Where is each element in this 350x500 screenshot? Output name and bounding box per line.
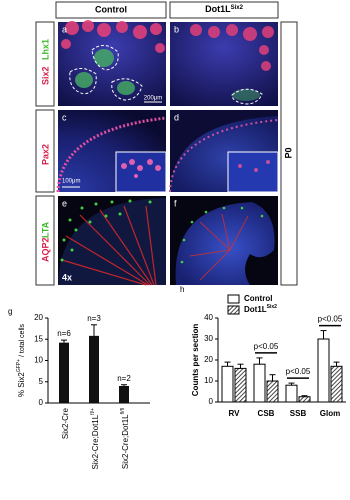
scale-bar-label: 100μm bbox=[62, 179, 80, 185]
bar bbox=[330, 365, 343, 403]
y-tick-label: 40 bbox=[204, 313, 213, 322]
magnification-label: 4x bbox=[62, 272, 72, 282]
text-part: Six2-Cre bbox=[61, 407, 70, 439]
column-title: Control bbox=[95, 4, 127, 14]
age-box bbox=[280, 21, 298, 286]
panel-letter: g bbox=[8, 307, 12, 316]
bar bbox=[234, 367, 247, 403]
scale-bar-label: 200μm bbox=[144, 96, 162, 102]
legend-label: Dot1LSix2 bbox=[244, 304, 277, 314]
micrograph-d bbox=[169, 110, 279, 193]
row-label: AQP2 bbox=[40, 237, 50, 262]
superscript: Six2 bbox=[267, 304, 278, 310]
legend-swatch bbox=[227, 294, 240, 304]
text-part: Six2-Cre;Dot1L bbox=[121, 414, 130, 469]
row-label: Pax2 bbox=[40, 144, 50, 165]
n-label: n=2 bbox=[117, 374, 131, 383]
y-tick-label: 20 bbox=[204, 355, 213, 364]
micrograph-c bbox=[56, 110, 167, 193]
panel-letter: b bbox=[174, 24, 179, 34]
y-tick-label: 0 bbox=[209, 397, 214, 406]
row-label: LTA bbox=[40, 221, 50, 238]
superscript: fl/+ bbox=[90, 408, 96, 415]
bar bbox=[119, 386, 129, 403]
row-label-box bbox=[35, 195, 55, 286]
superscript: fl/fl bbox=[120, 408, 126, 414]
x-tick-label: Six2-Cre bbox=[61, 407, 70, 439]
row-label: Six2 bbox=[40, 66, 50, 85]
y-axis-label: Counts per section bbox=[191, 324, 200, 397]
column-title: Dot1LSix2 bbox=[205, 4, 244, 14]
text-part: / total cells bbox=[19, 323, 26, 359]
column-box bbox=[169, 1, 279, 19]
y-tick-label: 10 bbox=[204, 376, 213, 385]
y-tick-label: 0 bbox=[39, 398, 44, 407]
y-tick-label: 20 bbox=[34, 313, 43, 322]
bar bbox=[221, 365, 234, 403]
panel-letter: e bbox=[62, 198, 67, 208]
text-part: % Six2 bbox=[17, 372, 26, 397]
age-label: P0 bbox=[283, 147, 293, 158]
bar bbox=[59, 342, 69, 403]
x-tick-label: RV bbox=[229, 409, 241, 418]
panel-letter: h bbox=[180, 285, 184, 294]
bar bbox=[298, 396, 311, 403]
n-label: n=6 bbox=[57, 329, 71, 338]
column-title-sup: Six2 bbox=[231, 5, 244, 11]
n-label: n=3 bbox=[87, 314, 101, 323]
x-tick-label: CSB bbox=[258, 409, 275, 418]
micrograph-b bbox=[170, 22, 278, 106]
row-label-box bbox=[35, 21, 55, 107]
bar bbox=[266, 380, 279, 403]
x-tick-label: Six2-Cre;Dot1Lfl/+ bbox=[90, 408, 100, 470]
significance-label: p<0.05 bbox=[254, 342, 279, 351]
y-axis-label: % Six2GFP+ / total cells bbox=[16, 323, 26, 397]
x-tick-label: SSB bbox=[290, 409, 307, 418]
significance-label: p<0.05 bbox=[286, 367, 311, 376]
bar bbox=[317, 338, 330, 403]
panel-letter: c bbox=[62, 112, 67, 122]
superscript: GFP+ bbox=[16, 359, 22, 372]
text-part: Control bbox=[244, 294, 272, 303]
micrograph-a bbox=[58, 20, 166, 106]
panel-letter: f bbox=[174, 198, 177, 208]
bar bbox=[253, 363, 266, 403]
bar bbox=[89, 335, 99, 403]
y-tick-label: 5 bbox=[39, 377, 44, 386]
significance-label: p<0.05 bbox=[318, 315, 343, 324]
x-tick-label: Glom bbox=[320, 409, 340, 418]
column-title-main: Dot1L bbox=[205, 4, 231, 14]
bar bbox=[285, 384, 298, 403]
x-tick-label: Six2-Cre;Dot1Lfl/fl bbox=[120, 408, 130, 469]
legend-label: Control bbox=[244, 294, 272, 303]
panel-letter: a bbox=[62, 24, 67, 34]
text-part: Six2-Cre;Dot1L bbox=[91, 414, 100, 469]
micrograph-e bbox=[58, 196, 166, 286]
y-tick-label: 10 bbox=[34, 356, 43, 365]
text-part: Dot1L bbox=[244, 305, 267, 314]
row-label: Lhx1 bbox=[40, 39, 50, 60]
row-label-box bbox=[35, 109, 55, 193]
y-tick-label: 15 bbox=[34, 334, 43, 343]
panel-letter: d bbox=[174, 112, 179, 122]
micrograph-f bbox=[170, 196, 278, 285]
legend-swatch bbox=[227, 305, 240, 315]
y-tick-label: 30 bbox=[204, 334, 213, 343]
column-box bbox=[55, 1, 167, 19]
